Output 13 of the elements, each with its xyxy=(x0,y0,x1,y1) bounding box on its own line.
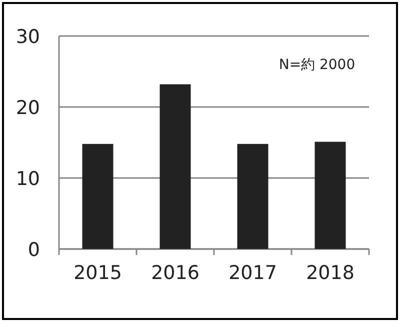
bar xyxy=(237,144,268,249)
x-tick-label: 2017 xyxy=(228,262,277,284)
y-tick-label: 20 xyxy=(16,97,40,119)
x-tick-label: 2018 xyxy=(306,262,354,284)
bar xyxy=(160,84,191,249)
y-tick-label: 30 xyxy=(16,26,40,48)
bar xyxy=(314,142,346,249)
x-tick-label: 2015 xyxy=(74,262,122,284)
bar xyxy=(82,144,114,249)
y-tick-label: 0 xyxy=(28,239,40,261)
annotation: N=約 2000 xyxy=(278,57,356,73)
y-tick-label: 10 xyxy=(16,168,40,190)
x-tick-label: 2016 xyxy=(151,262,200,284)
